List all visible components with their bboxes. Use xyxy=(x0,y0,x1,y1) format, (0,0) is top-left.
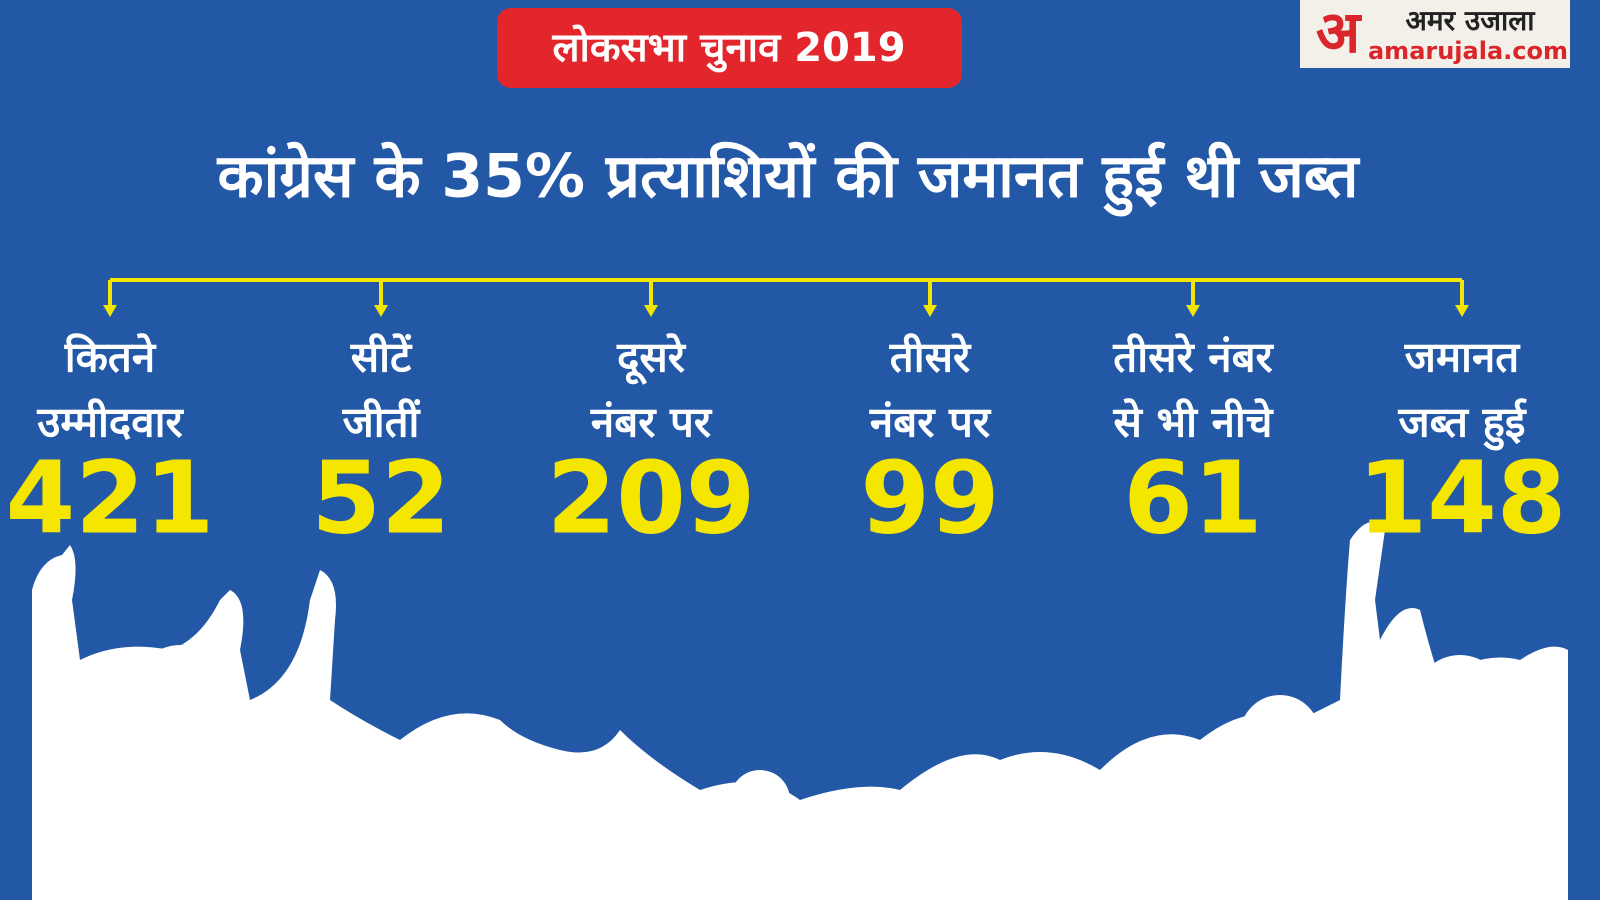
tag-box xyxy=(497,8,962,88)
arrow-head xyxy=(923,305,937,317)
arrow-head xyxy=(1455,305,1469,317)
item-label: जब्त हुई xyxy=(1397,398,1527,451)
item-value: 421 xyxy=(6,439,215,556)
head xyxy=(730,770,790,830)
item-label: दूसरे xyxy=(616,333,687,386)
item-value: 99 xyxy=(860,439,999,556)
crowd xyxy=(32,522,1568,900)
item-value: 148 xyxy=(1358,439,1567,556)
item-label: उम्मीदवार xyxy=(36,398,184,447)
item-value: 209 xyxy=(547,439,756,556)
item-label: कितने xyxy=(64,333,157,382)
logo-site: amarujala.com xyxy=(1368,37,1568,65)
head xyxy=(445,725,515,795)
item-label: नंबर पर xyxy=(590,398,713,447)
arrow-head xyxy=(103,305,117,317)
item-label: से भी नीचे xyxy=(1113,398,1274,447)
arrow-head xyxy=(374,305,388,317)
item-label: नंबर पर xyxy=(869,398,992,447)
item-value: 52 xyxy=(311,439,450,556)
crowd-silhouette xyxy=(32,522,1568,900)
item-label: तीसरे नंबर xyxy=(1112,333,1274,382)
item-value: 61 xyxy=(1123,439,1262,556)
head xyxy=(1240,695,1320,775)
logo-mark: अ xyxy=(1316,0,1363,66)
item-label: तीसरे xyxy=(889,333,972,382)
item-label: जीतीं xyxy=(342,398,422,447)
title: कांग्रेस के 35% प्रत्याशियों की जमानत हु… xyxy=(217,142,1361,217)
logo-box xyxy=(1300,0,1570,68)
arrow-head xyxy=(1186,305,1200,317)
tag: लोकसभा चुनाव 2019 xyxy=(551,24,905,73)
arrow-head xyxy=(644,305,658,317)
logo-name: अमर उजाला xyxy=(1406,4,1537,37)
item-label: सीटें xyxy=(350,333,413,382)
head xyxy=(1415,655,1505,745)
head xyxy=(135,645,225,735)
item-label: जमानत xyxy=(1404,333,1521,382)
